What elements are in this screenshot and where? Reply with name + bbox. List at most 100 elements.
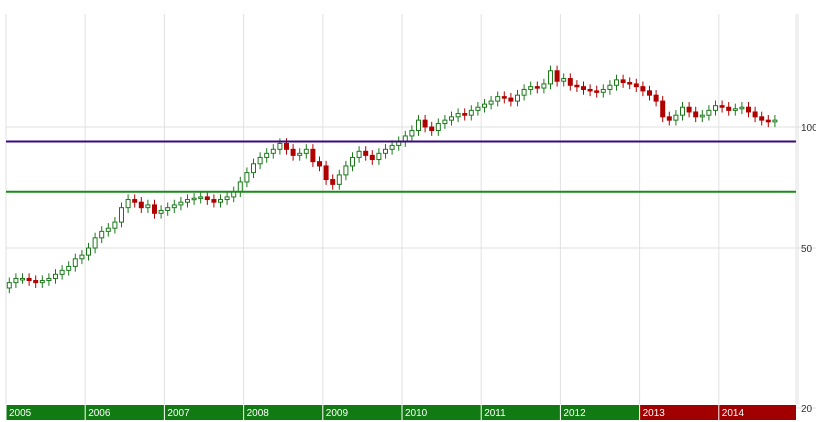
candle-up	[475, 106, 481, 111]
candle-down	[508, 97, 514, 102]
candle-up	[614, 79, 619, 86]
year-cell-2007	[164, 405, 244, 420]
year-cell-2014	[718, 405, 796, 420]
candle-up	[92, 237, 98, 249]
candle-up	[72, 258, 78, 267]
candle-up	[541, 83, 547, 89]
candle-up	[297, 152, 303, 156]
candle-down	[284, 142, 289, 150]
candle-up	[119, 207, 124, 223]
candle-up	[303, 148, 309, 154]
candle-up	[488, 100, 494, 105]
candle-down	[581, 86, 586, 90]
candle-up	[732, 108, 738, 111]
candle-up	[409, 130, 415, 137]
candle-down	[290, 148, 296, 156]
candle-up	[561, 78, 567, 82]
candle-up	[59, 269, 65, 275]
candle-up	[224, 196, 230, 201]
candle-up	[66, 265, 72, 271]
candle-down	[330, 179, 336, 185]
candle-up	[607, 84, 613, 90]
y-tick-label: 100	[801, 123, 816, 134]
candle-up	[165, 207, 171, 211]
candle-up	[706, 109, 712, 116]
year-label: 2009	[326, 408, 349, 419]
candles	[6, 65, 778, 294]
candle-up	[468, 109, 474, 116]
year-cell-2006	[85, 405, 165, 420]
candle-down	[660, 100, 666, 118]
candle-down	[501, 96, 507, 99]
y-axis: 100 50 20	[801, 123, 816, 415]
year-label: 2007	[167, 408, 190, 419]
grid-lines	[5, 14, 816, 409]
candle-up	[6, 282, 12, 289]
year-label: 2011	[484, 408, 506, 419]
candle-up	[343, 165, 349, 176]
candle-up	[53, 273, 58, 279]
candle-down	[647, 90, 652, 96]
candle-up	[178, 201, 184, 206]
candle-up	[528, 86, 534, 90]
candle-up	[125, 199, 131, 209]
candle-up	[482, 103, 487, 108]
candle-up	[449, 116, 454, 121]
year-cell-2011	[481, 405, 561, 420]
candle-down	[574, 84, 580, 88]
year-label: 2014	[722, 408, 745, 419]
candle-up	[699, 114, 705, 118]
candle-down	[746, 106, 751, 113]
candle-down	[317, 161, 322, 167]
candle-down	[719, 105, 725, 108]
year-label: 2010	[405, 408, 428, 419]
candle-up	[244, 172, 250, 183]
candle-up	[495, 96, 501, 102]
candle-down	[138, 201, 144, 209]
year-label: 2013	[643, 408, 666, 419]
candle-down	[310, 148, 316, 163]
candle-down	[26, 277, 32, 282]
candle-up	[191, 197, 197, 201]
candle-up	[112, 221, 118, 229]
year-label: 2006	[88, 408, 111, 419]
candle-down	[554, 70, 560, 82]
year-cell-2005	[6, 405, 86, 420]
candle-up	[600, 88, 606, 93]
year-cell-2013	[639, 405, 719, 420]
candle-down	[534, 86, 540, 89]
candle-down	[620, 79, 626, 84]
year-cell-2008	[243, 405, 323, 420]
candle-up	[336, 174, 342, 185]
candle-up	[442, 119, 448, 125]
year-label: 2008	[247, 408, 270, 419]
candle-up	[277, 142, 283, 150]
year-label: 2005	[9, 408, 32, 419]
candle-up	[99, 230, 105, 239]
candle-down	[429, 126, 435, 132]
candle-up	[158, 209, 164, 214]
candle-up	[713, 105, 718, 111]
candle-down	[204, 196, 210, 201]
candle-up	[680, 106, 685, 116]
candle-down	[627, 82, 633, 85]
candle-down	[152, 204, 157, 214]
candle-up	[251, 163, 256, 174]
candle-up	[270, 148, 276, 154]
candle-up	[383, 148, 388, 154]
candle-up	[521, 88, 527, 96]
year-label: 2012	[563, 408, 586, 419]
candle-up	[171, 204, 177, 209]
candle-up	[145, 204, 151, 209]
candle-up	[264, 152, 270, 158]
candle-down	[363, 150, 369, 156]
candle-down	[587, 88, 593, 92]
year-cell-2009	[322, 405, 402, 420]
year-cell-2012	[560, 405, 640, 420]
candle-up	[13, 277, 19, 284]
candle-up	[455, 113, 461, 118]
candle-up	[79, 254, 85, 260]
candle-up	[673, 114, 679, 121]
candle-up	[515, 94, 520, 102]
